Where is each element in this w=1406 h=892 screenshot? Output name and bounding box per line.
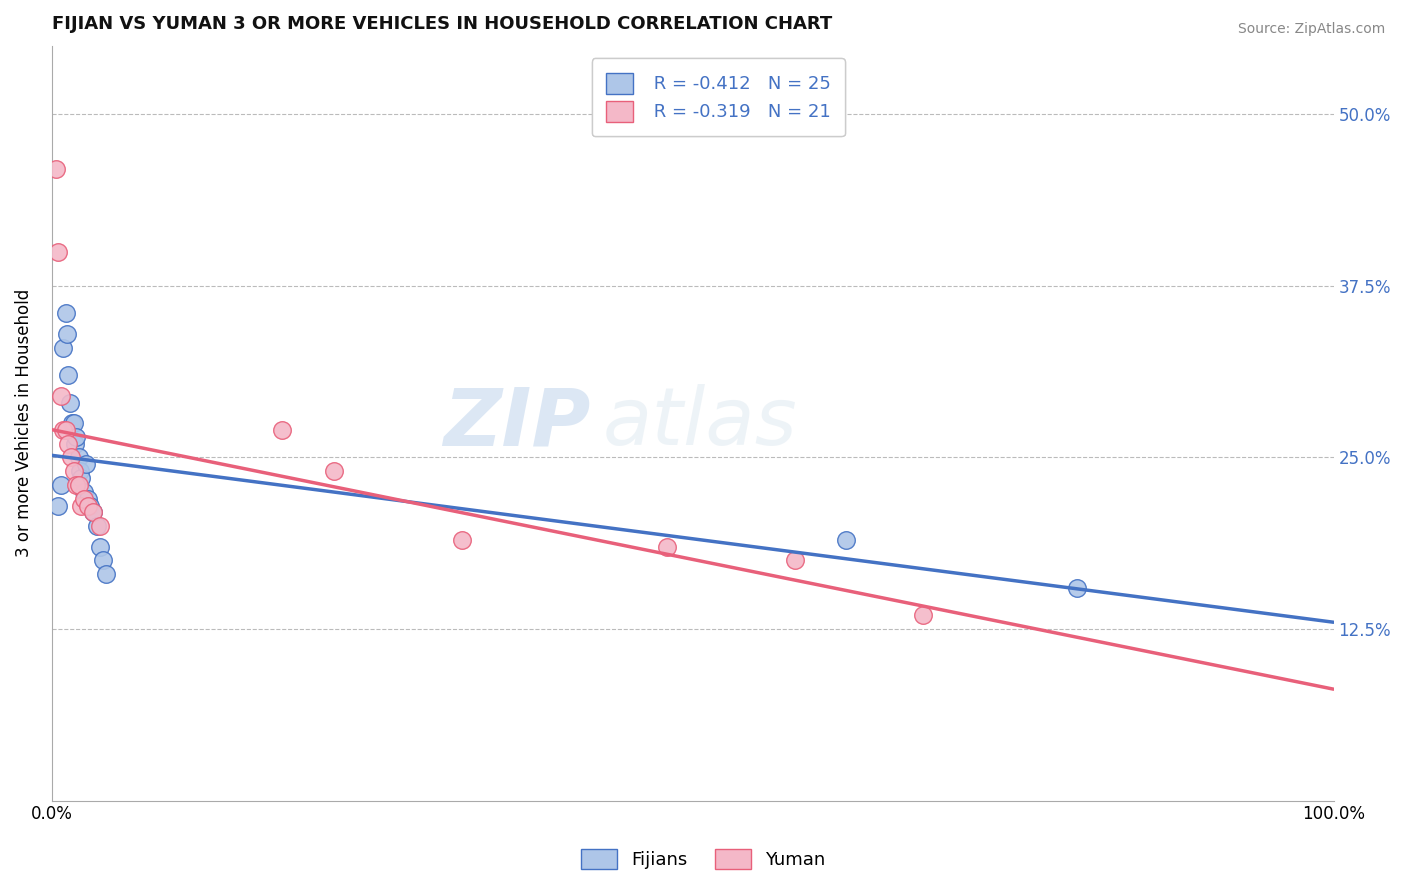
Point: [67, 478, 90, 492]
Point: [65, 430, 87, 444]
Point: [94, 567, 117, 582]
Point: [59, 450, 82, 465]
Point: [65, 478, 87, 492]
Point: [1066, 581, 1088, 595]
Text: Source: ZipAtlas.com: Source: ZipAtlas.com: [1237, 22, 1385, 37]
Text: atlas: atlas: [603, 384, 797, 462]
Point: [49, 389, 72, 403]
Point: [46, 499, 69, 513]
Point: [73, 484, 96, 499]
Legend:  R = -0.412   N = 25,  R = -0.319   N = 21: R = -0.412 N = 25, R = -0.319 N = 21: [592, 59, 845, 136]
Point: [82, 505, 104, 519]
Point: [912, 608, 935, 623]
Text: ZIP: ZIP: [443, 384, 591, 462]
Point: [89, 519, 111, 533]
Y-axis label: 3 or more Vehicles in Household: 3 or more Vehicles in Household: [15, 289, 32, 558]
Point: [785, 553, 807, 567]
Point: [655, 540, 678, 554]
Point: [56, 326, 79, 341]
Point: [55, 423, 77, 437]
Point: [89, 540, 111, 554]
Point: [82, 505, 104, 519]
Point: [52, 341, 75, 355]
Point: [70, 499, 93, 513]
Point: [322, 464, 344, 478]
Point: [91, 553, 114, 567]
Point: [76, 499, 98, 513]
Text: FIJIAN VS YUMAN 3 OR MORE VEHICLES IN HOUSEHOLD CORRELATION CHART: FIJIAN VS YUMAN 3 OR MORE VEHICLES IN HO…: [52, 15, 832, 33]
Point: [451, 533, 474, 547]
Point: [86, 519, 108, 533]
Point: [69, 464, 91, 478]
Point: [58, 368, 80, 383]
Point: [76, 491, 98, 506]
Point: [58, 436, 80, 450]
Point: [60, 416, 83, 430]
Legend: Fijians, Yuman: Fijians, Yuman: [572, 839, 834, 879]
Point: [835, 533, 858, 547]
Point: [52, 423, 75, 437]
Point: [75, 458, 97, 472]
Point: [45, 162, 67, 177]
Point: [70, 471, 93, 485]
Point: [62, 416, 84, 430]
Point: [49, 478, 72, 492]
Point: [67, 450, 90, 465]
Point: [59, 395, 82, 409]
Point: [271, 423, 294, 437]
Point: [63, 436, 86, 450]
Point: [55, 306, 77, 320]
Point: [46, 244, 69, 259]
Point: [73, 491, 96, 506]
Point: [79, 499, 101, 513]
Point: [62, 464, 84, 478]
